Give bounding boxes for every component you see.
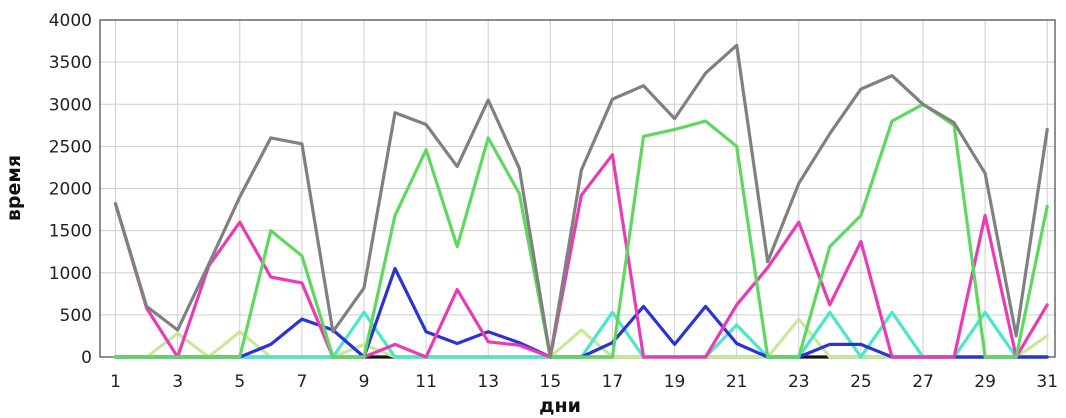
x-tick-label: 5 bbox=[234, 372, 245, 392]
x-tick-label: 29 bbox=[974, 372, 996, 392]
y-tick-label: 2500 bbox=[49, 137, 92, 157]
x-axis-label: дни bbox=[539, 395, 581, 417]
y-tick-label: 2000 bbox=[49, 180, 92, 200]
y-tick-label: 1500 bbox=[49, 222, 92, 242]
y-tick-label: 0 bbox=[81, 348, 92, 368]
series-line-6 bbox=[113, 102, 1049, 359]
x-tick-label: 3 bbox=[172, 372, 183, 392]
x-tick-label: 15 bbox=[540, 372, 562, 392]
x-tick-label: 27 bbox=[912, 372, 934, 392]
x-tick-labels: 1 3 5 7 9 11 13 15 17 19 21 23 25 27 29 31 bbox=[110, 372, 1058, 392]
x-tick-label: 25 bbox=[850, 372, 872, 392]
y-tick-labels: 0 500 1000 1500 2000 2500 3000 3500 4000 bbox=[49, 11, 92, 368]
x-tick-label: 11 bbox=[415, 372, 437, 392]
x-tick-label: 19 bbox=[664, 372, 686, 392]
y-tick-label: 1000 bbox=[49, 264, 92, 284]
x-tick-label: 7 bbox=[296, 372, 307, 392]
x-tick-label: 23 bbox=[788, 372, 810, 392]
x-tick-label: 21 bbox=[726, 372, 748, 392]
y-tick-label: 4000 bbox=[49, 11, 92, 31]
y-tick-label: 3000 bbox=[49, 95, 92, 115]
series-layer bbox=[113, 43, 1049, 359]
x-tick-label: 31 bbox=[1036, 372, 1058, 392]
x-tick-label: 17 bbox=[602, 372, 624, 392]
x-tick-label: 9 bbox=[359, 372, 370, 392]
y-tick-label: 3500 bbox=[49, 53, 92, 73]
x-tick-label: 13 bbox=[477, 372, 499, 392]
x-tick-label: 1 bbox=[110, 372, 121, 392]
y-axis-label: время bbox=[3, 155, 25, 221]
grid-lines bbox=[100, 19, 1055, 358]
series-line-5 bbox=[113, 153, 1049, 359]
series-line-7 bbox=[113, 43, 1049, 359]
y-tick-label: 500 bbox=[60, 306, 92, 326]
